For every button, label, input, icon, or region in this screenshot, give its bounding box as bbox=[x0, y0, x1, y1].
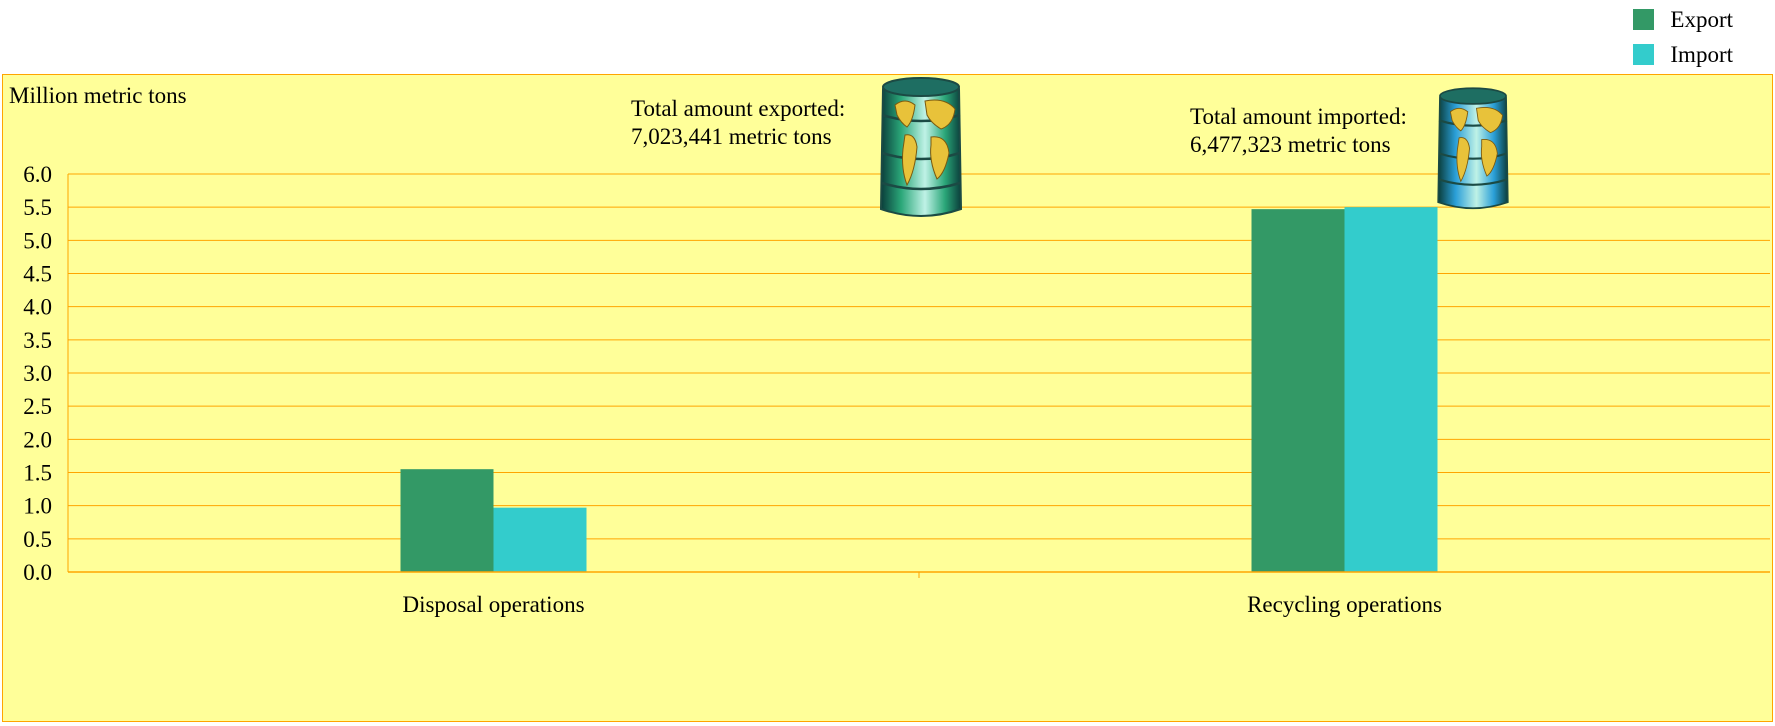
barrel-body bbox=[879, 82, 963, 217]
export-total-annotation: Total amount exported: 7,023,441 metric … bbox=[631, 95, 845, 151]
y-tick-label: 4.5 bbox=[23, 262, 52, 287]
x-category-label: Recycling operations bbox=[1247, 592, 1442, 617]
export-total-label: Total amount exported: bbox=[631, 96, 846, 121]
continent-shape bbox=[1475, 106, 1504, 134]
y-tick-label: 2.0 bbox=[23, 427, 52, 452]
continent-shape bbox=[1480, 138, 1498, 177]
legend-label-import: Import bbox=[1670, 41, 1733, 67]
y-tick-label: 0.0 bbox=[23, 560, 52, 585]
continent-shape bbox=[930, 136, 950, 180]
barrel-hoop bbox=[881, 181, 961, 191]
barrel-hoop bbox=[1438, 152, 1508, 160]
y-tick-label: 5.5 bbox=[23, 195, 52, 220]
legend-item-import: Import bbox=[1633, 37, 1733, 72]
bar-export-recycling bbox=[1251, 209, 1345, 572]
bar-export-disposal bbox=[400, 469, 494, 572]
y-tick-label: 3.0 bbox=[23, 361, 52, 386]
y-tick-label: 4.0 bbox=[23, 295, 52, 320]
y-axis-title: Million metric tons bbox=[9, 83, 187, 108]
export-barrel-globe-icon bbox=[879, 77, 963, 217]
legend-swatch-export bbox=[1633, 9, 1655, 30]
continent-shape bbox=[1449, 107, 1469, 132]
continent-shape bbox=[902, 134, 918, 187]
import-total-label: Total amount imported: bbox=[1190, 104, 1407, 129]
bar-import-recycling bbox=[1344, 207, 1438, 572]
continent-shape bbox=[924, 99, 956, 130]
y-tick-label: 5.0 bbox=[23, 228, 52, 253]
legend-label-export: Export bbox=[1670, 6, 1733, 32]
y-tick-label: 2.5 bbox=[23, 394, 52, 419]
legend-swatch-import bbox=[1633, 44, 1655, 65]
barrel-hoop bbox=[1438, 178, 1508, 186]
bar-import-disposal bbox=[493, 507, 587, 572]
chart-legend: Export Import bbox=[1633, 2, 1733, 72]
y-tick-label: 1.0 bbox=[23, 494, 52, 519]
barrel-lid bbox=[1439, 87, 1507, 105]
bar-chart-plot: 0.0 0.5 1.0 1.5 2.0 2.5 3.0 3.5 4.0 4.5 5.0 5.5 6.0 D… bbox=[23, 162, 1770, 617]
import-barrel-globe-icon bbox=[1437, 87, 1509, 210]
continent-shape bbox=[1456, 137, 1470, 183]
barrel-lid bbox=[882, 77, 960, 97]
x-category-label: Disposal operations bbox=[402, 592, 584, 617]
legend-item-export: Export bbox=[1633, 2, 1733, 37]
chart-panel: Million metric tons 0.0 0.5 1.0 1.5 2.0 2.5 3.… bbox=[2, 74, 1773, 722]
y-tick-label: 0.5 bbox=[23, 527, 52, 552]
continent-shape bbox=[894, 100, 916, 128]
barrel-body bbox=[1437, 91, 1509, 210]
y-tick-label: 1.5 bbox=[23, 461, 52, 486]
y-tick-label: 6.0 bbox=[23, 162, 52, 187]
import-total-value: 6,477,323 metric tons bbox=[1190, 132, 1391, 157]
export-total-value: 7,023,441 metric tons bbox=[631, 124, 832, 149]
y-tick-label: 3.5 bbox=[23, 328, 52, 353]
barrel-hoop bbox=[881, 151, 961, 161]
import-total-annotation: Total amount imported: 6,477,323 metric … bbox=[1190, 103, 1407, 159]
